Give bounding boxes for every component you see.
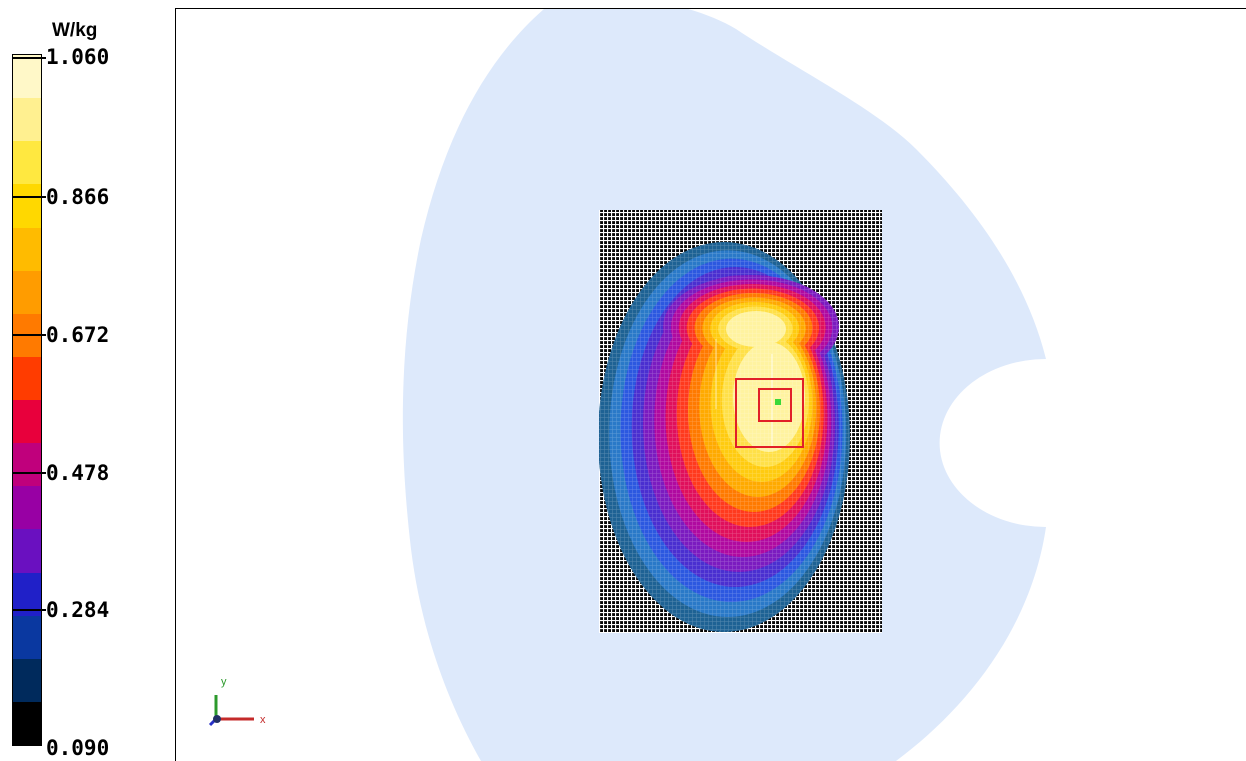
zoom-scan-box-inner xyxy=(758,388,792,422)
tick-label-2: 0.866 xyxy=(46,185,110,209)
color-band-9 xyxy=(13,400,41,444)
tick-mark-4 xyxy=(12,472,46,474)
color-band-2 xyxy=(13,98,41,142)
3d-viewport[interactable]: y x xyxy=(175,8,1246,761)
color-band-4 xyxy=(13,184,41,228)
zoom-scan-box-outer xyxy=(735,378,804,448)
color-band-1 xyxy=(13,55,41,99)
tick-mark-3 xyxy=(12,334,46,336)
color-band-15 xyxy=(13,658,41,702)
color-band-8 xyxy=(13,356,41,400)
color-band-6 xyxy=(13,270,41,314)
color-scale-bar xyxy=(12,54,42,746)
color-band-10 xyxy=(13,443,41,487)
tick-mark-1 xyxy=(12,57,46,59)
tick-mark-5 xyxy=(12,609,46,611)
tick-label-5: 0.284 xyxy=(46,598,110,622)
grid-overlay xyxy=(599,210,882,633)
legend-unit-label: W/kg xyxy=(52,20,98,41)
axis-label-x: x xyxy=(260,714,266,726)
axis-label-y: y xyxy=(221,676,227,688)
color-band-5 xyxy=(13,227,41,271)
sar-scene: y x xyxy=(208,9,1046,761)
color-band-13 xyxy=(13,572,41,616)
color-band-3 xyxy=(13,141,41,185)
peak-sar-marker xyxy=(775,399,781,405)
color-band-14 xyxy=(13,615,41,659)
tick-label-max: 1.060 xyxy=(46,45,110,69)
tick-mark-2 xyxy=(12,196,46,198)
axes-triad: y x xyxy=(208,676,266,727)
color-band-12 xyxy=(13,529,41,573)
color-band-11 xyxy=(13,486,41,530)
tick-label-4: 0.478 xyxy=(46,461,110,485)
color-band-16 xyxy=(13,701,41,745)
tick-label-3: 0.672 xyxy=(46,323,110,347)
tick-label-min: 0.090 xyxy=(46,736,110,760)
